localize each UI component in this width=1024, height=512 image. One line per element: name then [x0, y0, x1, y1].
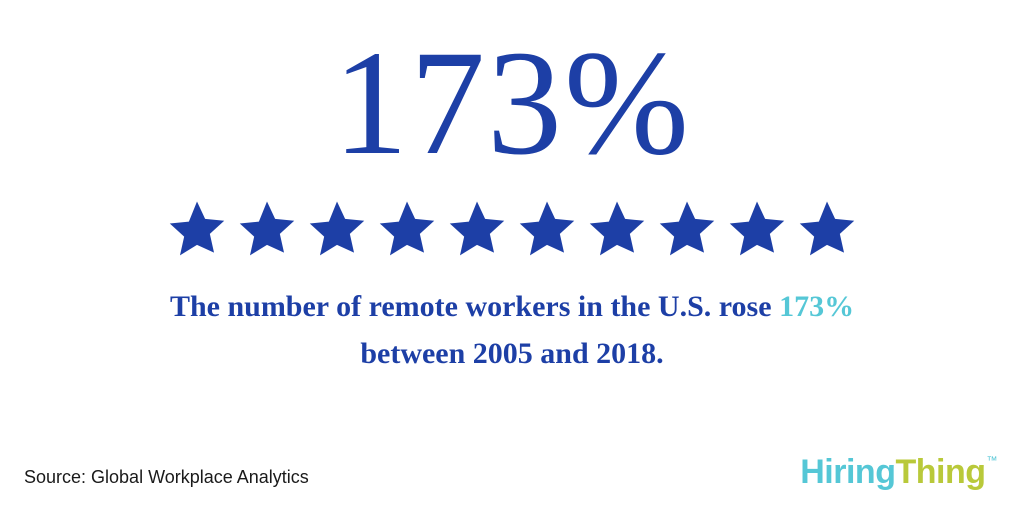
star-icon: [724, 196, 790, 262]
infographic-content: 173% The number of remote workers in the…: [0, 0, 1024, 377]
logo-part2: Thing: [895, 453, 985, 491]
description: The number of remote workers in the U.S.…: [122, 284, 902, 377]
star-icon: [654, 196, 720, 262]
description-highlight: 173%: [779, 290, 854, 323]
star-icon: [794, 196, 860, 262]
star-icon: [164, 196, 230, 262]
description-prefix: The number of remote workers in the U.S.…: [170, 290, 779, 323]
logo-trademark: ™: [987, 455, 998, 467]
star-icon: [444, 196, 510, 262]
logo-part1: Hiring: [800, 453, 895, 491]
brand-logo: HiringThing™: [800, 453, 996, 492]
description-suffix: between 2005 and 2018.: [360, 337, 663, 370]
star-icon: [584, 196, 650, 262]
star-icon: [234, 196, 300, 262]
star-icon: [514, 196, 580, 262]
star-icon: [374, 196, 440, 262]
star-row: [164, 196, 860, 262]
source-attribution: Source: Global Workplace Analytics: [24, 467, 309, 488]
star-icon: [304, 196, 370, 262]
headline-percent: 173%: [333, 28, 691, 178]
